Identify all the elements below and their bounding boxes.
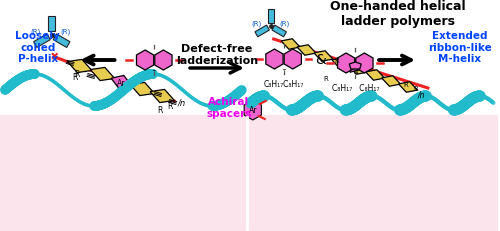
Polygon shape [34,35,50,48]
Polygon shape [244,100,262,121]
Polygon shape [281,40,300,50]
Text: R: R [324,76,328,82]
Text: Ar: Ar [117,78,126,87]
Text: Extended
ribbon-like
M-helix: Extended ribbon-like M-helix [428,31,492,64]
Polygon shape [338,54,354,74]
Text: Ar: Ar [348,64,356,70]
Text: C₈H₁₇C₈H₁₇: C₈H₁₇C₈H₁₇ [264,80,304,89]
Polygon shape [53,35,70,48]
Text: (R): (R) [252,21,262,27]
Text: &: & [315,53,326,67]
Polygon shape [268,10,274,24]
Polygon shape [297,46,316,56]
Polygon shape [48,17,55,32]
Text: R: R [157,106,162,115]
Polygon shape [136,51,154,71]
Text: R: R [74,70,80,79]
Text: Ar: Ar [248,106,257,115]
Text: Loosely
coiled
P-helix: Loosely coiled P-helix [16,31,60,64]
Bar [0,0,498,116]
Polygon shape [356,54,373,74]
Text: N: N [353,70,358,75]
Polygon shape [68,60,92,73]
Bar [0,116,498,231]
Text: R: R [167,102,172,110]
Polygon shape [332,58,351,69]
Text: R: R [334,58,339,64]
Polygon shape [150,90,174,103]
Text: Achiral
spacers: Achiral spacers [206,97,252,118]
Polygon shape [284,50,302,70]
Text: /n: /n [418,90,426,99]
Polygon shape [349,64,368,75]
Text: R: R [72,73,78,82]
Polygon shape [90,68,114,81]
Polygon shape [255,26,270,38]
Text: R: R [404,82,408,88]
Polygon shape [266,50,283,70]
Polygon shape [314,52,333,62]
Text: (R): (R) [30,29,41,35]
Polygon shape [366,70,384,81]
Text: R: R [413,86,418,92]
Polygon shape [398,82,417,93]
Polygon shape [130,83,154,96]
Text: C₈H₁₇   C₈H₁₇: C₈H₁₇ C₈H₁₇ [332,84,379,93]
Text: /n: /n [177,99,186,108]
Polygon shape [382,76,400,87]
Polygon shape [111,76,132,89]
Text: Defect-free
ladderization: Defect-free ladderization [176,44,258,66]
Polygon shape [155,51,172,71]
Polygon shape [343,61,361,73]
Text: (R): (R) [280,21,289,27]
Polygon shape [350,63,361,70]
Text: (R): (R) [60,29,71,35]
Text: One-handed helical
ladder polymers: One-handed helical ladder polymers [330,0,466,27]
Polygon shape [272,26,286,38]
